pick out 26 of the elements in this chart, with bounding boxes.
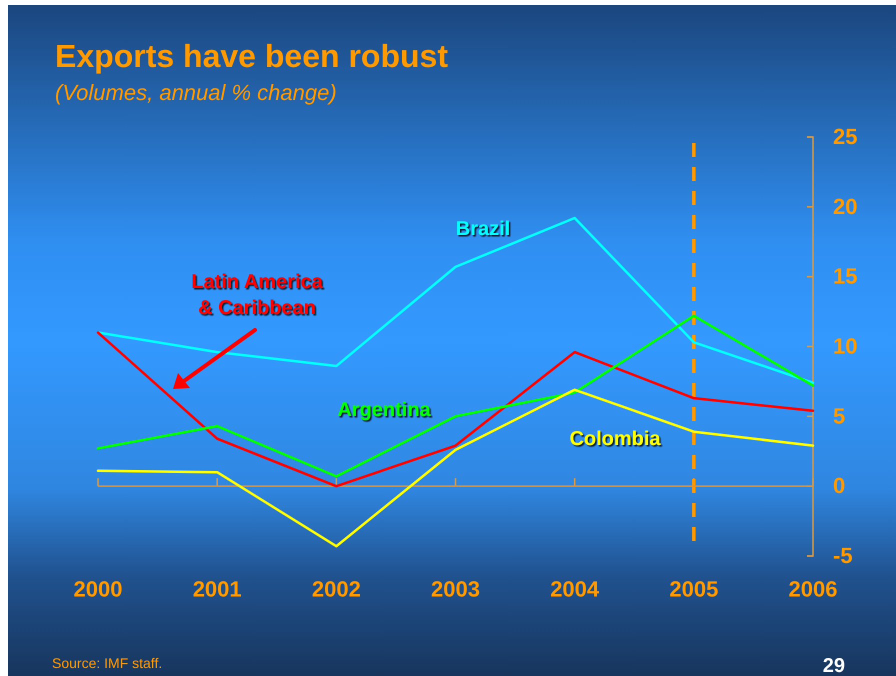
line-series <box>96 388 814 548</box>
x-tick-label: 2004 <box>550 576 600 602</box>
y-tick-label: 5 <box>833 403 846 428</box>
series-label: Brazil <box>456 218 510 240</box>
line-series <box>96 216 814 384</box>
text: Latin America & Caribbean <box>191 271 324 319</box>
x-tick-label: 2000 <box>74 576 122 602</box>
y-tick-label: 10 <box>833 334 858 359</box>
y-tick-label: 0 <box>833 473 846 498</box>
x-tick-label: 2002 <box>312 576 361 602</box>
source-note: Source: IMF staff. <box>52 655 162 671</box>
y-tick-label: 20 <box>833 194 858 219</box>
x-tick-label: 2001 <box>192 576 242 602</box>
x-tick-label: 2005 <box>669 576 718 602</box>
y-tick-label: 15 <box>833 264 858 289</box>
y-tick-label: 25 <box>833 124 858 150</box>
series-label: Colombia <box>569 428 662 450</box>
y-tick-label: -5 <box>833 543 853 568</box>
chart-title: Exports have been robust <box>55 38 448 74</box>
x-tick-label: 2003 <box>431 576 480 602</box>
line-series <box>96 314 814 478</box>
line-series <box>96 331 814 488</box>
series-label: Argentina <box>337 399 432 421</box>
text: 29 <box>822 655 845 676</box>
chart-subtitle: (Volumes, annual % change) <box>55 80 337 105</box>
x-tick-label: 2006 <box>788 576 838 602</box>
